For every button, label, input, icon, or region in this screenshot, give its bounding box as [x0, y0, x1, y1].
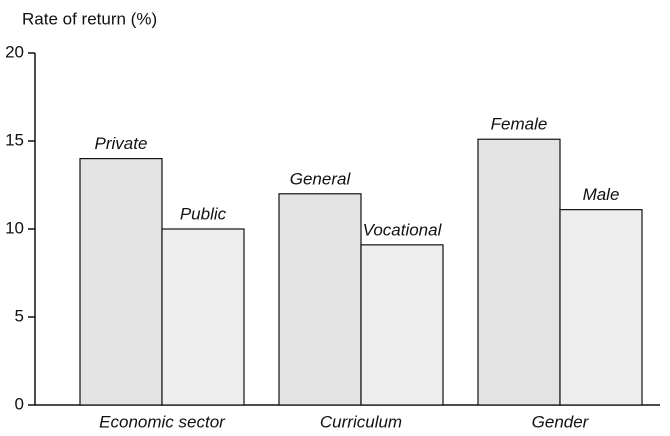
bar-label: Vocational [363, 220, 443, 239]
bar [559, 209, 643, 406]
bar-label: Female [491, 115, 548, 134]
bar [79, 158, 163, 406]
y-tick-label: 0 [15, 394, 24, 413]
y-tick-label: 10 [5, 218, 24, 237]
x-tick-label: Curriculum [320, 412, 402, 431]
bar [360, 244, 444, 406]
y-tick-label: 20 [5, 42, 24, 61]
x-tick-label: Gender [532, 412, 590, 431]
bar [278, 193, 362, 406]
bar-label: General [290, 169, 352, 188]
y-tick-label: 15 [5, 130, 24, 149]
bar [477, 138, 561, 406]
bar-label: Male [583, 185, 620, 204]
bar-label: Private [95, 134, 148, 153]
x-tick-label: Economic sector [99, 412, 226, 431]
y-tick-label: 5 [15, 306, 24, 325]
bar [161, 228, 245, 406]
bar-label: Public [180, 204, 227, 223]
y-axis-label: Rate of return (%) [22, 9, 157, 28]
